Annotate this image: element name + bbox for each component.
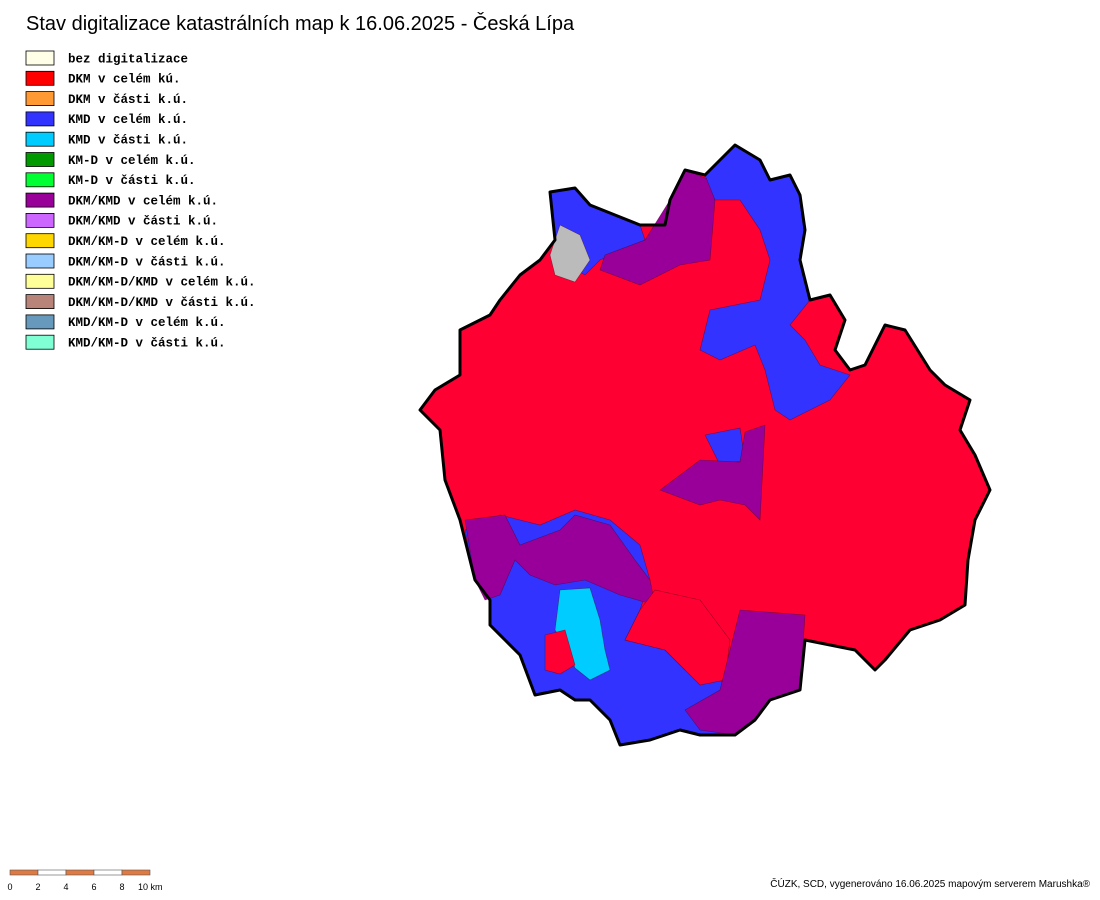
legend-label: DKM/KM-D/KMD v celém k.ú. (68, 276, 256, 290)
district-outline (418, 143, 992, 747)
legend-label: KMD v části k.ú. (68, 133, 188, 147)
map-title: Stav digitalizace katastrálních map k 16… (26, 12, 575, 35)
legend-label: DKM/KM-D v celém k.ú. (68, 235, 226, 249)
legend-swatch (25, 273, 55, 289)
legend-swatch (25, 314, 55, 330)
legend-swatch (25, 70, 55, 86)
scale-segment (9, 869, 39, 876)
map (418, 143, 992, 747)
legend-swatch (25, 50, 55, 66)
credit: ČÚZK, SCD, vygenerováno 16.06.2025 mapov… (770, 877, 1090, 890)
region-dkm-kmd (599, 169, 716, 286)
legend-swatch (25, 334, 55, 350)
legend-swatch (25, 192, 55, 208)
legend-label: DKM/KM-D v části k.ú. (68, 255, 226, 269)
legend-label: DKM v části k.ú. (68, 93, 188, 107)
legend-label: KMD v celém k.ú. (68, 113, 188, 127)
legend: bez digitalizace DKM v celém kú. DKM v čás… (25, 50, 256, 350)
legend-swatch (25, 152, 55, 167)
scale-label: 2 (35, 882, 40, 892)
legend-label: KM-D v části k.ú. (68, 174, 196, 188)
region-none (549, 224, 591, 283)
scale-label: 4 (63, 882, 68, 892)
scale-label: 10 km (138, 882, 163, 892)
scale-label: 8 (119, 882, 124, 892)
legend-label: bez digitalizace (68, 52, 188, 66)
region-dkm (544, 629, 576, 675)
legend-label: DKM/KMD v celém k.ú. (68, 194, 218, 208)
legend-label: KMD/KM-D v celém k.ú. (68, 316, 226, 330)
legend-swatch (25, 111, 55, 127)
scale-segment (121, 869, 151, 876)
scale-segment (37, 869, 67, 876)
scale-label: 0 (7, 882, 12, 892)
legend-swatch (25, 253, 55, 269)
scale-segment (93, 869, 123, 876)
legend-swatch (25, 294, 55, 310)
legend-label: KMD/KM-D v části k.ú. (68, 336, 226, 350)
scale-label: 6 (91, 882, 96, 892)
legend-label: DKM/KMD v části k.ú. (68, 215, 218, 229)
scale-bar: 0 2 4 6 8 10 km (7, 869, 163, 892)
legend-label: KM-D v celém k.ú. (68, 154, 196, 168)
legend-swatch (25, 91, 55, 106)
legend-swatch (25, 131, 55, 147)
legend-swatch (25, 212, 55, 228)
legend-swatch (25, 233, 55, 249)
region-dkm-kmd (464, 514, 656, 606)
legend-label: DKM/KM-D/KMD v části k.ú. (68, 296, 256, 310)
region-dkm-kmd (659, 424, 766, 521)
scale-segment (65, 869, 95, 876)
legend-label: DKM v celém kú. (68, 73, 181, 87)
legend-swatch (25, 172, 55, 188)
